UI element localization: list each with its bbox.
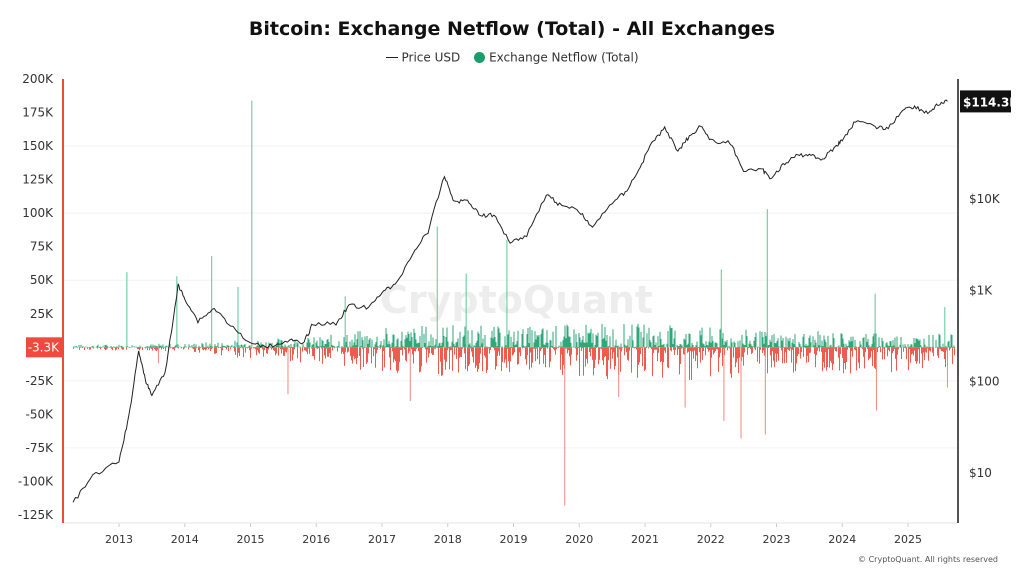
x-tick-label: 2017 (368, 533, 396, 546)
y-left-tick-label: -25K (26, 374, 55, 388)
y-left-tick-label: -125K (18, 508, 54, 522)
x-tick-label: 2022 (697, 533, 725, 546)
x-tick-label: 2025 (894, 533, 922, 546)
y-right-tick-label: $100 (969, 375, 1000, 389)
footer-copyright: © CryptoQuant. All rights reserved (858, 555, 998, 564)
y-left-tick-label: 150K (22, 139, 54, 153)
x-tick-label: 2014 (171, 533, 199, 546)
y-left-tick-label: 175K (22, 106, 54, 120)
y-left-tick-label: 100K (22, 206, 54, 220)
y-left-tick-label: 25K (30, 307, 54, 321)
legend-netflow-swatch (474, 52, 486, 63)
legend-netflow-label[interactable]: Exchange Netflow (Total) (489, 50, 639, 65)
x-tick-label: 2021 (631, 533, 659, 546)
current-netflow-badge (26, 337, 63, 358)
y-right-tick-label: $10 (969, 466, 992, 480)
x-tick-label: 2016 (302, 533, 330, 546)
current-price-badge (960, 90, 1011, 113)
x-tick-label: 2024 (828, 533, 856, 546)
x-tick-label: 2019 (500, 533, 528, 546)
chart-title: Bitcoin: Exchange Netflow (Total) - All … (248, 18, 776, 40)
x-tick-label: 2013 (105, 533, 133, 546)
x-tick-label: 2023 (763, 533, 791, 546)
current-price-label: $114.3K (963, 95, 1019, 109)
x-tick-label: 2020 (565, 533, 593, 546)
y-left-tick-label: 75K (30, 240, 54, 254)
y-left-tick-label: -50K (26, 407, 55, 421)
legend-price-label[interactable]: Price USD (401, 50, 461, 65)
y-right-tick-label: $1K (969, 283, 993, 297)
y-left-tick-label: -75K (26, 441, 55, 455)
y-right-tick-label: $10K (969, 192, 1001, 206)
x-tick-label: 2015 (237, 533, 265, 546)
y-left-tick-label: -100K (18, 474, 54, 488)
current-netflow-label: -3.3K (28, 340, 60, 354)
y-left-tick-label: 50K (30, 273, 54, 287)
y-left-tick-label: 125K (22, 173, 54, 187)
y-left-tick-label: 200K (22, 72, 54, 86)
price-line (72, 99, 948, 503)
x-tick-label: 2018 (434, 533, 462, 546)
legend-price-swatch (385, 57, 398, 58)
watermark: CryptoQuant (380, 278, 654, 322)
legend: Price USD Exchange Netflow (Total) (0, 50, 1024, 65)
